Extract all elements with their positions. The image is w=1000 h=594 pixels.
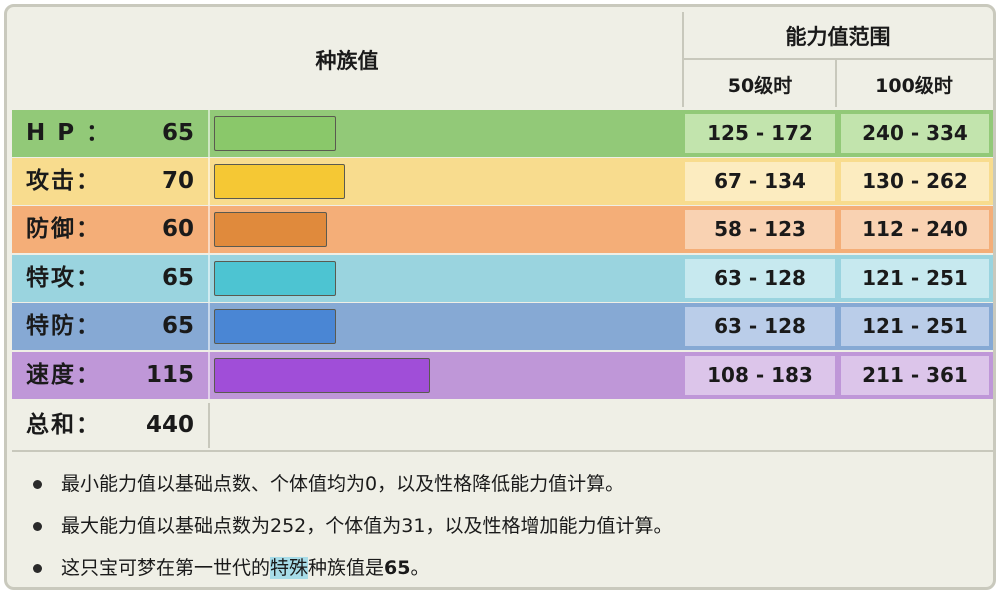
lv100-header: 100级时	[875, 74, 953, 97]
stat-row: 攻击： 70 67 - 134 130 - 262	[12, 158, 993, 205]
lv50-range-cell: 63 - 128	[685, 259, 835, 298]
lv50-range-cell: 63 - 128	[685, 307, 835, 346]
stat-row: 防御： 60 58 - 123 112 - 240	[12, 206, 993, 253]
lv50-range-cell: 58 - 123	[685, 210, 835, 249]
note-text: 种族值是	[308, 557, 385, 579]
lv50-range-cell: 67 - 134	[685, 162, 835, 201]
special-link[interactable]: 特殊	[270, 557, 309, 579]
row-divider	[208, 158, 210, 205]
bullet-icon	[33, 564, 42, 573]
header-divider	[684, 58, 993, 60]
total-divider	[208, 403, 210, 448]
stat-name: H P ：	[26, 120, 112, 146]
stat-name: 速度：	[26, 362, 101, 388]
stat-name: 攻击：	[26, 168, 101, 194]
header-divider	[835, 59, 837, 107]
lv50-range-cell: 125 - 172	[685, 114, 835, 153]
stat-row: 特防： 65 63 - 128 121 - 251	[12, 303, 993, 350]
lv100-range-cell: 130 - 262	[841, 162, 989, 201]
note-text: 。	[410, 557, 430, 579]
lv100-range-cell: 121 - 251	[841, 307, 989, 346]
notes-list: 最小能力值以基础点数、个体值均为0，以及性格降低能力值计算。 最大能力值以基础点…	[29, 463, 969, 587]
stat-bar	[214, 164, 345, 199]
note-item: 最小能力值以基础点数、个体值均为0，以及性格降低能力值计算。	[29, 463, 969, 505]
row-divider	[208, 110, 210, 157]
total-value: 440	[145, 412, 194, 438]
note-item: 这只宝可梦在第一世代的特殊种族值是65。	[29, 547, 969, 587]
lv100-range-cell: 240 - 334	[841, 114, 989, 153]
lv100-range-cell: 211 - 361	[841, 356, 989, 395]
lv100-range-cell: 112 - 240	[841, 210, 989, 249]
note-text: 这只宝可梦在第一世代的	[61, 557, 271, 579]
stat-name: 特攻：	[26, 265, 101, 291]
row-divider	[208, 352, 210, 399]
row-divider	[208, 303, 210, 350]
stat-range-header: 能力值范围	[785, 24, 891, 49]
stat-bar	[214, 358, 430, 393]
lv50-range-cell: 108 - 183	[685, 356, 835, 395]
stat-bar	[214, 309, 336, 344]
bullet-icon	[33, 480, 42, 489]
stat-value: 60	[161, 216, 194, 242]
lv100-range-cell: 121 - 251	[841, 259, 989, 298]
special-stat-value: 65	[384, 557, 411, 579]
stat-value: 115	[145, 362, 194, 388]
row-divider	[208, 206, 210, 253]
stat-bar	[214, 116, 336, 151]
stat-value: 70	[161, 168, 194, 194]
total-label: 总和：	[26, 412, 101, 438]
note-item: 最大能力值以基础点数为252，个体值为31，以及性格增加能力值计算。	[29, 505, 969, 547]
note-text: 最小能力值以基础点数、个体值均为0，以及性格降低能力值计算。	[61, 473, 625, 495]
row-divider	[208, 255, 210, 302]
stat-bar	[214, 261, 336, 296]
stat-row: 速度： 115 108 - 183 211 - 361	[12, 352, 993, 399]
bullet-icon	[33, 522, 42, 531]
lv50-header: 50级时	[727, 74, 793, 97]
base-stats-header: 种族值	[315, 48, 379, 73]
stat-value: 65	[161, 120, 194, 146]
stat-name: 特防：	[26, 313, 101, 339]
stat-bar	[214, 212, 327, 247]
note-text: 最大能力值以基础点数为252，个体值为31，以及性格增加能力值计算。	[61, 515, 673, 537]
total-row: 总和： 440	[12, 403, 993, 448]
base-stats-panel: 种族值 能力值范围 50级时 100级时 H P ： 65 125 - 172 240…	[4, 4, 996, 590]
stat-name: 防御：	[26, 216, 101, 242]
stat-value: 65	[161, 265, 194, 291]
header-divider	[682, 12, 684, 107]
stat-value: 65	[161, 313, 194, 339]
notes-divider	[12, 450, 993, 452]
stat-row: H P ： 65 125 - 172 240 - 334	[12, 110, 993, 157]
stat-row: 特攻： 65 63 - 128 121 - 251	[12, 255, 993, 302]
